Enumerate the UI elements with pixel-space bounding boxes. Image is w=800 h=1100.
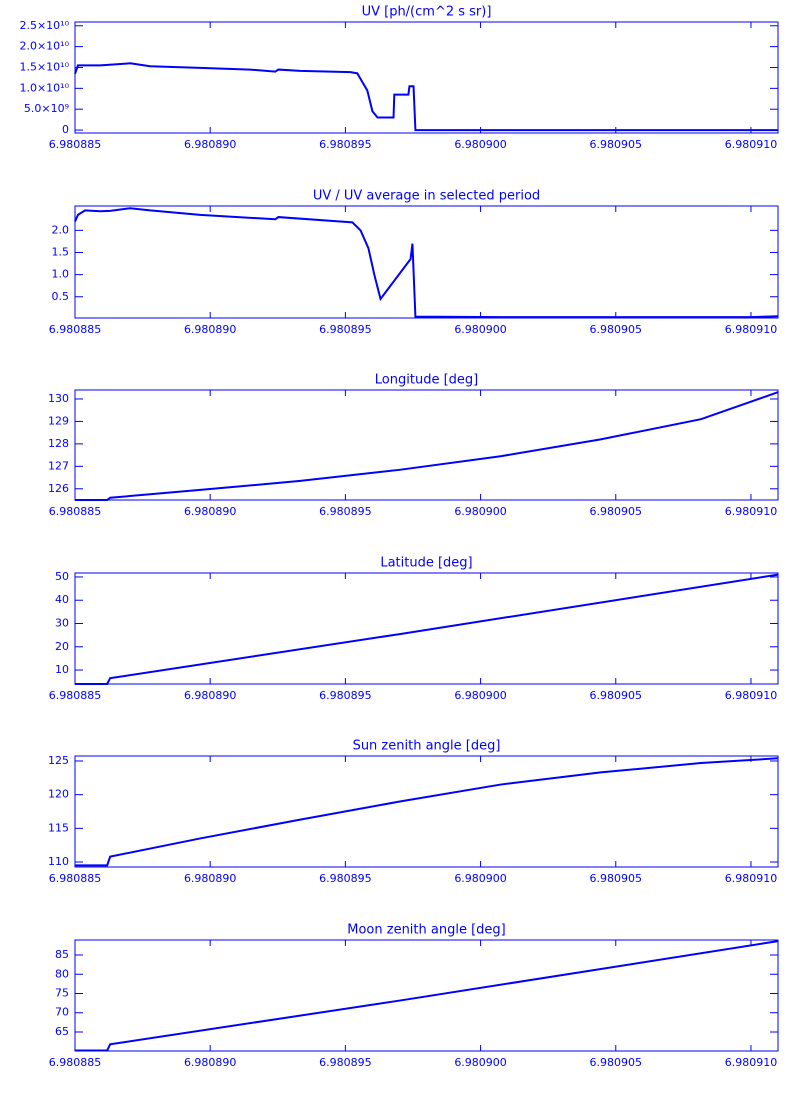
x-tick-label: 6.980895	[319, 505, 372, 518]
y-tick-label: 1.0×10¹⁰	[19, 81, 69, 94]
x-tick-label: 6.980890	[184, 1056, 237, 1069]
y-tick-label: 110	[48, 855, 69, 868]
x-tick-label: 6.980890	[184, 689, 237, 702]
x-tick-label: 6.980895	[319, 1056, 372, 1069]
y-tick-label: 30	[55, 616, 69, 629]
y-tick-label: 128	[48, 437, 69, 450]
chart-title: UV / UV average in selected period	[313, 189, 540, 204]
chart-title: Sun zenith angle [deg]	[353, 739, 501, 754]
x-tick-label: 6.980910	[725, 323, 778, 336]
x-tick-label: 6.980895	[319, 689, 372, 702]
chart-title: Latitude [deg]	[380, 556, 472, 571]
x-tick-label: 6.980895	[319, 323, 372, 336]
chart-title: Moon zenith angle [deg]	[347, 923, 505, 938]
y-tick-label: 115	[48, 821, 69, 834]
x-tick-label: 6.980905	[590, 872, 643, 885]
plot-frame	[74, 21, 779, 134]
x-tick-label: 6.980905	[590, 323, 643, 336]
plot-frame	[74, 755, 779, 868]
x-tick-label: 6.980910	[725, 505, 778, 518]
data-line	[75, 757, 779, 867]
y-tick-label: 0	[62, 123, 69, 136]
data-line	[74, 62, 778, 132]
plot-frame	[74, 572, 779, 685]
y-tick-label: 1.5	[52, 245, 70, 258]
y-tick-label: 75	[55, 986, 69, 999]
y-tick-label: 2.0×10¹⁰	[19, 40, 69, 53]
x-tick-label: 6.980900	[454, 505, 507, 518]
plot-frame	[74, 205, 779, 319]
x-tick-label: 6.980890	[184, 872, 237, 885]
y-tick-label: 125	[48, 754, 69, 767]
x-tick-label: 6.980885	[49, 1056, 102, 1069]
data-line	[75, 391, 779, 501]
data-line	[75, 940, 779, 1052]
x-tick-label: 6.980910	[725, 138, 778, 151]
y-tick-label: 1.0	[52, 268, 70, 281]
x-tick-label: 6.980890	[184, 505, 237, 518]
x-tick-label: 6.980910	[725, 1056, 778, 1069]
y-tick-label: 127	[48, 459, 69, 472]
y-tick-label: 0.5	[52, 290, 70, 303]
y-tick-label: 50	[55, 570, 69, 583]
y-tick-label: 2.0	[52, 223, 70, 236]
y-tick-label: 40	[55, 593, 69, 606]
x-tick-label: 6.980910	[725, 689, 778, 702]
data-line	[75, 573, 779, 685]
y-tick-label: 1.5×10¹⁰	[19, 60, 69, 73]
x-tick-label: 6.980905	[590, 505, 643, 518]
plot-frame	[74, 939, 779, 1052]
y-tick-label: 130	[48, 392, 69, 405]
y-tick-label: 70	[55, 1006, 69, 1019]
x-tick-label: 6.980900	[454, 872, 507, 885]
x-tick-label: 6.980885	[49, 872, 102, 885]
chart-title: UV [ph/(cm^2 s sr)]	[362, 5, 492, 20]
x-tick-label: 6.980900	[454, 1056, 507, 1069]
y-tick-label: 129	[48, 414, 69, 427]
y-tick-label: 85	[55, 948, 69, 961]
x-tick-label: 6.980905	[590, 138, 643, 151]
x-tick-label: 6.980890	[184, 323, 237, 336]
data-line	[74, 207, 779, 319]
x-tick-label: 6.980900	[454, 689, 507, 702]
x-tick-label: 6.980885	[49, 323, 102, 336]
y-tick-label: 65	[55, 1025, 69, 1038]
y-tick-label: 120	[48, 788, 69, 801]
x-tick-label: 6.980890	[184, 138, 237, 151]
x-tick-label: 6.980895	[319, 872, 372, 885]
x-tick-label: 6.980885	[49, 689, 102, 702]
x-tick-label: 6.980905	[590, 1056, 643, 1069]
y-tick-label: 10	[55, 663, 69, 676]
chart-title: Longitude [deg]	[375, 373, 478, 388]
x-tick-label: 6.980905	[590, 689, 643, 702]
y-tick-label: 80	[55, 967, 69, 980]
x-tick-label: 6.980900	[454, 138, 507, 151]
x-tick-label: 6.980910	[725, 872, 778, 885]
y-tick-label: 126	[48, 482, 69, 495]
plot-frame	[74, 389, 779, 501]
y-tick-label: 2.5×10¹⁰	[19, 19, 69, 32]
y-tick-label: 20	[55, 640, 69, 653]
y-tick-label: 5.0×10⁹	[24, 102, 69, 115]
x-tick-label: 6.980885	[49, 138, 102, 151]
x-tick-label: 6.980895	[319, 138, 372, 151]
x-tick-label: 6.980885	[49, 505, 102, 518]
x-tick-label: 6.980900	[454, 323, 507, 336]
